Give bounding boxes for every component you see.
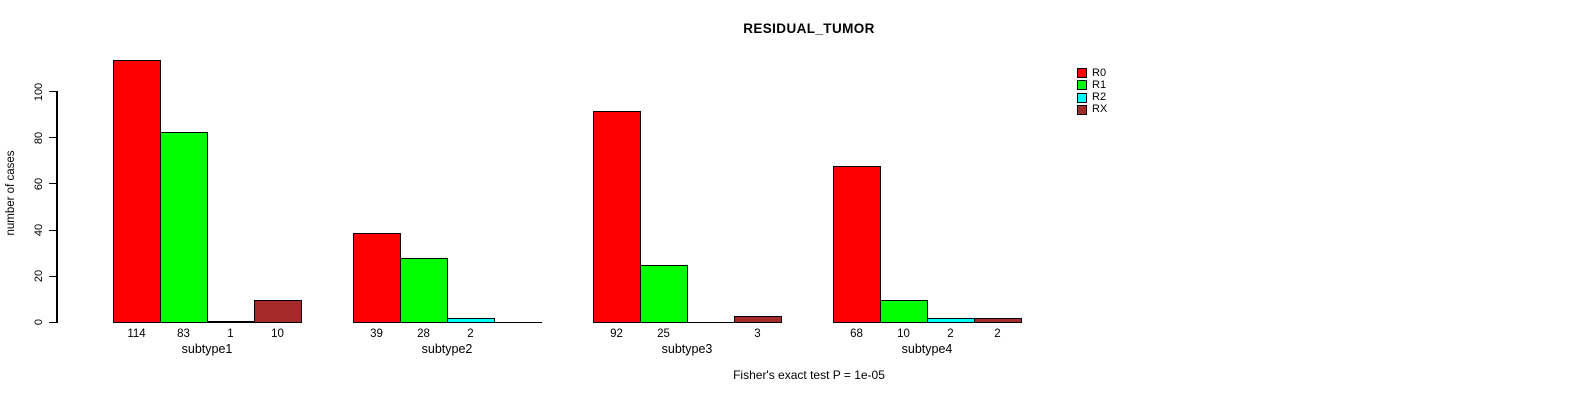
bar-subtype2-R1 (400, 258, 448, 323)
bar-subtype1-R0 (113, 60, 161, 323)
caption: Fisher's exact test P = 1e-05 (733, 368, 885, 382)
y-axis-line (56, 91, 58, 323)
y-axis-tick (49, 229, 56, 231)
y-axis-tick-label-text: 20 (33, 270, 45, 283)
bar-subtype3-R1 (640, 265, 688, 323)
bar-value-label: 39 (370, 328, 383, 340)
category-label-subtype3: subtype3 (661, 342, 713, 356)
bar-value-label: 2 (947, 328, 954, 340)
legend-label-RX: RX (1092, 103, 1108, 116)
bar-value-label: 92 (610, 328, 623, 340)
bar-value-label: 1 (227, 328, 234, 340)
y-axis-tick-label-text: 0 (33, 319, 45, 326)
category-label-subtype2: subtype2 (421, 342, 473, 356)
bar-value-label: 10 (897, 328, 910, 340)
bar-zero-subtype3-R2 (687, 322, 735, 323)
y-axis-tick-label-text: 80 (33, 131, 45, 144)
bar-subtype4-R0 (833, 166, 881, 323)
y-axis-tick-label-text: 100 (33, 82, 45, 101)
y-axis-tick (49, 275, 56, 277)
y-axis-tick (49, 91, 56, 93)
y-axis-label-text: number of cases (5, 150, 17, 236)
legend-label-R0: R0 (1092, 66, 1107, 79)
legend-label-R2: R2 (1092, 91, 1107, 103)
bar-value-label: 28 (417, 328, 430, 340)
bar-subtype3-R0 (593, 111, 641, 323)
legend-label-R1: R1 (1092, 78, 1107, 91)
bar-subtype2-R0 (353, 233, 401, 323)
bar-subtype4-RX (974, 318, 1022, 323)
bar-value-label: 2 (994, 328, 1001, 340)
bar-subtype4-R2 (927, 318, 975, 323)
bar-subtype4-R1 (880, 300, 928, 323)
bar-zero-subtype2-RX (494, 322, 542, 323)
bar-value-label: 83 (177, 328, 190, 340)
y-axis-tick (49, 137, 56, 139)
bar-subtype2-R2 (447, 318, 495, 323)
bar-value-label: 25 (657, 328, 670, 340)
chart-title: RESIDUAL_TUMOR (743, 21, 875, 36)
y-axis-tick (49, 321, 56, 323)
category-label-subtype4: subtype4 (901, 342, 953, 356)
bar-subtype1-RX (254, 300, 302, 323)
y-axis-tick-label-text: 40 (33, 223, 45, 237)
legend-swatch-R2 (1077, 92, 1087, 103)
bar-value-label: 2 (467, 328, 474, 340)
bar-value-label: 3 (754, 328, 761, 340)
legend-swatch-RX (1077, 104, 1087, 115)
category-label-subtype1: subtype1 (181, 342, 233, 356)
bar-value-label: 114 (127, 328, 146, 340)
y-axis-tick (49, 183, 56, 185)
bar-value-label: 68 (850, 328, 863, 340)
bar-value-label: 10 (271, 328, 284, 340)
legend-swatch-R1 (1077, 80, 1087, 91)
y-axis-tick-label-text: 60 (33, 177, 45, 191)
bar-subtype1-R2 (207, 321, 255, 323)
bar-subtype3-RX (734, 316, 782, 323)
legend-swatch-R0 (1077, 68, 1087, 78)
bar-subtype1-R1 (160, 132, 208, 323)
